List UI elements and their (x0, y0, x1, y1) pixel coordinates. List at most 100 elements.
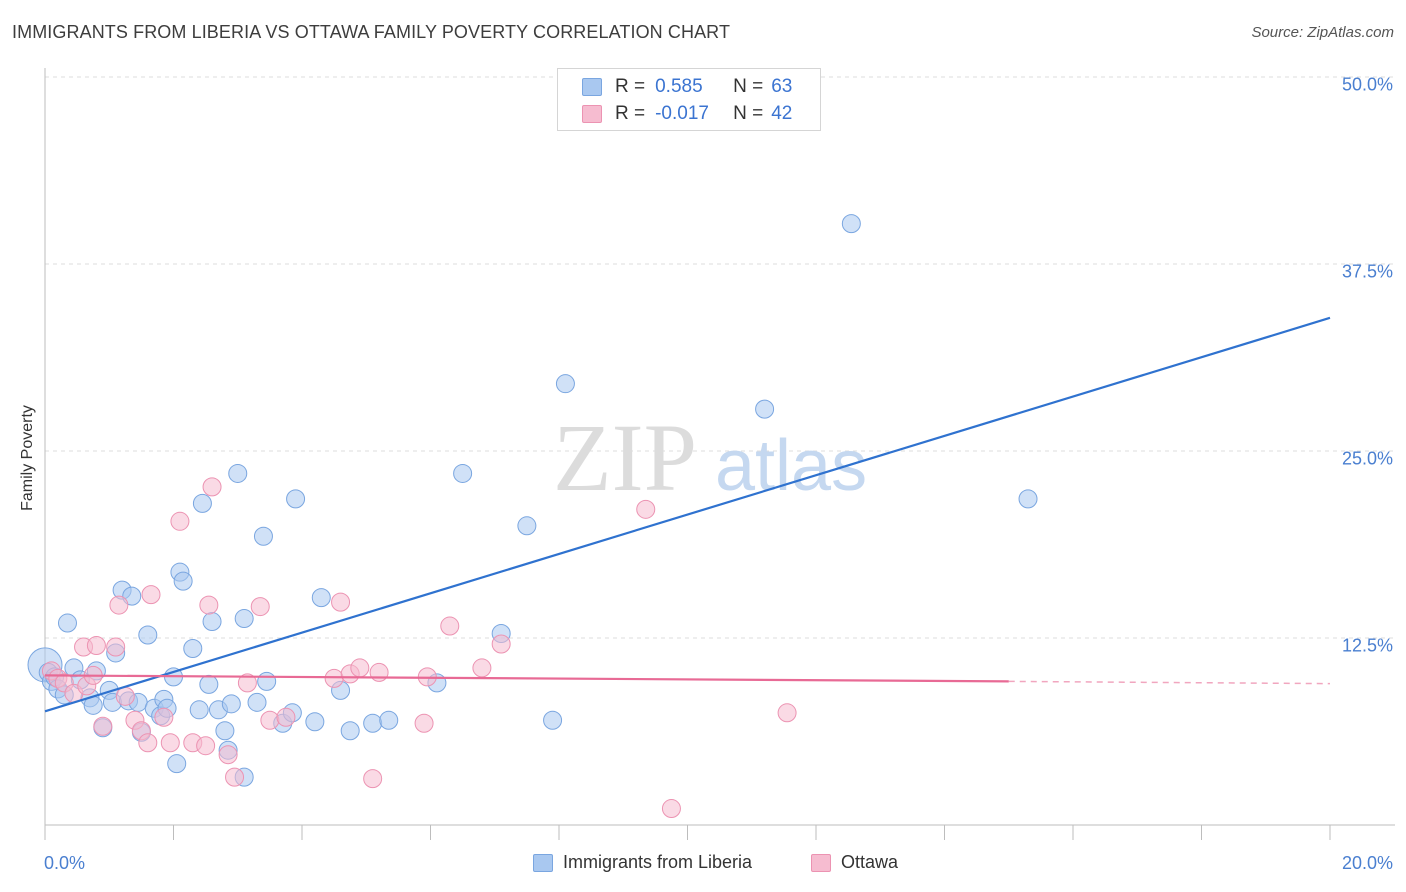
legend-n-label: N = (733, 76, 764, 97)
watermark-zip: ZIP (553, 404, 697, 511)
data-point (305, 712, 325, 732)
data-point (228, 463, 248, 483)
legend-r-value: 0.585 (655, 76, 703, 97)
trend-line-ottawa (44, 674, 1009, 683)
data-point (260, 710, 280, 730)
data-point (202, 477, 222, 497)
data-point (379, 710, 399, 730)
legend-n-value: 42 (771, 103, 793, 124)
y-tick-label: 37.5% (1341, 261, 1393, 282)
data-point (109, 595, 129, 615)
data-point (202, 612, 222, 632)
legend-n-label: N = (733, 103, 764, 124)
data-points (27, 214, 1038, 819)
watermark-atlas: atlas (715, 426, 867, 506)
data-point (363, 769, 383, 789)
x-tick-min: 0.0% (44, 853, 86, 873)
data-point (491, 634, 511, 654)
data-point (250, 597, 270, 617)
data-point (755, 399, 775, 419)
data-point (661, 799, 681, 819)
legend-r-value: -0.017 (655, 103, 709, 124)
data-point (221, 694, 241, 714)
data-point (196, 736, 216, 756)
legend-swatch-liberia (582, 78, 602, 96)
data-point (218, 745, 238, 765)
data-point (440, 616, 460, 636)
data-point (555, 374, 575, 394)
legend-swatch-liberia (533, 853, 553, 872)
data-point (453, 463, 473, 483)
data-point (340, 721, 360, 741)
data-point (93, 716, 113, 736)
legend-row-liberia: R = 0.585 N = 63 (582, 75, 792, 99)
series-ottawa (41, 477, 797, 819)
series-liberia (27, 214, 1038, 787)
data-point (311, 588, 331, 608)
data-point (199, 674, 219, 694)
data-point (543, 710, 563, 730)
data-point (215, 721, 235, 741)
data-point (106, 637, 126, 657)
source-label: Source: ZipAtlas.com (1251, 24, 1394, 41)
data-point (154, 707, 174, 727)
legend-swatch-ottawa (811, 853, 831, 872)
data-point (170, 511, 190, 531)
x-tick-max: 20.0% (1341, 853, 1393, 873)
data-point (225, 767, 245, 787)
data-point (331, 592, 351, 612)
data-point (350, 658, 370, 678)
data-point (414, 713, 434, 733)
data-point (253, 526, 273, 546)
y-tick-label: 25.0% (1341, 448, 1393, 469)
data-point (247, 692, 267, 712)
data-point (192, 493, 212, 513)
trend-line-extension (1008, 680, 1331, 685)
legend-r-label: R = (615, 103, 646, 124)
trend-line-liberia (44, 316, 1331, 713)
legend-label-ottawa: Ottawa (841, 852, 899, 872)
data-point (777, 703, 797, 723)
axes (44, 68, 1395, 840)
data-point (1018, 489, 1038, 509)
watermark: ZIP atlas (553, 404, 867, 511)
data-point (86, 635, 106, 655)
data-point (173, 571, 193, 591)
legend-n-value: 63 (771, 76, 793, 97)
data-point (636, 499, 656, 519)
data-point (517, 516, 537, 536)
data-point (183, 638, 203, 658)
data-point (363, 713, 383, 733)
y-tick-label: 12.5% (1341, 635, 1393, 656)
data-point (160, 733, 180, 753)
bottom-legend-ottawa: Ottawa (811, 852, 898, 873)
trend-lines (44, 316, 1331, 713)
data-point (138, 625, 158, 645)
data-point (199, 595, 219, 615)
data-point (276, 707, 296, 727)
data-point (57, 613, 77, 633)
legend-swatch-ottawa (582, 105, 602, 123)
data-point (257, 671, 277, 691)
gridlines (45, 76, 1395, 639)
data-point (369, 662, 389, 682)
data-point (141, 585, 161, 605)
data-point (237, 673, 257, 693)
data-point (189, 700, 209, 720)
legend-r-label: R = (615, 76, 646, 97)
data-point (472, 658, 492, 678)
bottom-legend-liberia: Immigrants from Liberia (533, 852, 752, 873)
data-point (115, 686, 135, 706)
data-point (841, 214, 861, 234)
chart-title: IMMIGRANTS FROM LIBERIA VS OTTAWA FAMILY… (12, 22, 731, 42)
data-point (138, 733, 158, 753)
y-tick-label: 50.0% (1341, 74, 1393, 95)
data-point (286, 489, 306, 509)
legend-row-ottawa: R = -0.017 N = 42 (582, 102, 792, 126)
legend-label-liberia: Immigrants from Liberia (563, 852, 753, 872)
data-point (234, 609, 254, 629)
data-point (167, 754, 187, 774)
data-point (324, 668, 344, 688)
stats-legend: R = 0.585 N = 63 R = -0.017 N = 42 (557, 68, 821, 131)
